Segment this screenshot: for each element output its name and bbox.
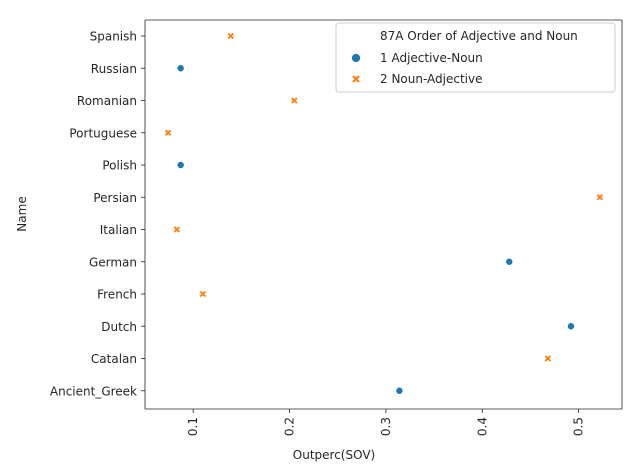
point-spanish (227, 32, 235, 40)
point-portuguese (164, 129, 172, 137)
legend-title: 87A Order of Adjective and Noun (380, 29, 578, 43)
y-axis-ticks: Spanish Russian Romanian Portuguese Polish Pe… (50, 30, 145, 398)
legend-box (335, 22, 616, 93)
y-tick-label-romanian: Romanian (77, 94, 137, 108)
y-tick-label-persian: Persian (93, 191, 137, 205)
y-tick-label-ancient-greek: Ancient_Greek (50, 384, 137, 398)
data-points (164, 32, 604, 395)
y-tick-label-russian: Russian (91, 62, 137, 76)
legend: 87A Order of Adjective and Noun 1 Adject… (335, 22, 616, 93)
axes-frame (144, 19, 623, 410)
point-catalan (544, 354, 552, 363)
y-tick-label-french: French (97, 288, 137, 302)
point-romanian (290, 96, 299, 105)
x-tick-label-0: 0.1 (186, 417, 200, 436)
point-italian (173, 225, 181, 234)
x-tick-label-1: 0.2 (283, 417, 297, 436)
legend-label-adjective-noun: 1 Adjective-Noun (380, 51, 483, 65)
y-tick-label-polish: Polish (102, 159, 137, 173)
legend-marker-adjective-noun (351, 53, 361, 63)
point-dutch (566, 322, 575, 331)
y-tick-label-catalan: Catalan (91, 352, 137, 366)
x-axis-ticks: 0.1 0.2 0.3 0.4 0.5 (186, 409, 586, 436)
x-axis-label: Outperc(SOV) (293, 448, 375, 462)
y-tick-label-dutch: Dutch (101, 320, 137, 334)
y-axis-label: Name (15, 196, 29, 231)
point-french (199, 290, 207, 298)
y-tick-label-italian: Italian (100, 223, 137, 237)
point-ancient-greek (395, 386, 404, 395)
legend-label-noun-adjective: 2 Noun-Adjective (380, 72, 483, 86)
y-tick-label-portuguese: Portuguese (69, 126, 137, 140)
x-tick-label-4: 0.5 (572, 417, 586, 436)
y-tick-label-spanish: Spanish (90, 30, 137, 44)
point-russian (176, 64, 185, 73)
y-tick-label-german: German (89, 255, 137, 269)
point-persian (596, 193, 604, 201)
x-tick-label-3: 0.4 (475, 417, 489, 436)
point-polish (176, 161, 185, 169)
x-tick-label-2: 0.3 (379, 417, 393, 436)
legend-marker-noun-adjective (351, 74, 361, 84)
point-german (505, 257, 514, 266)
